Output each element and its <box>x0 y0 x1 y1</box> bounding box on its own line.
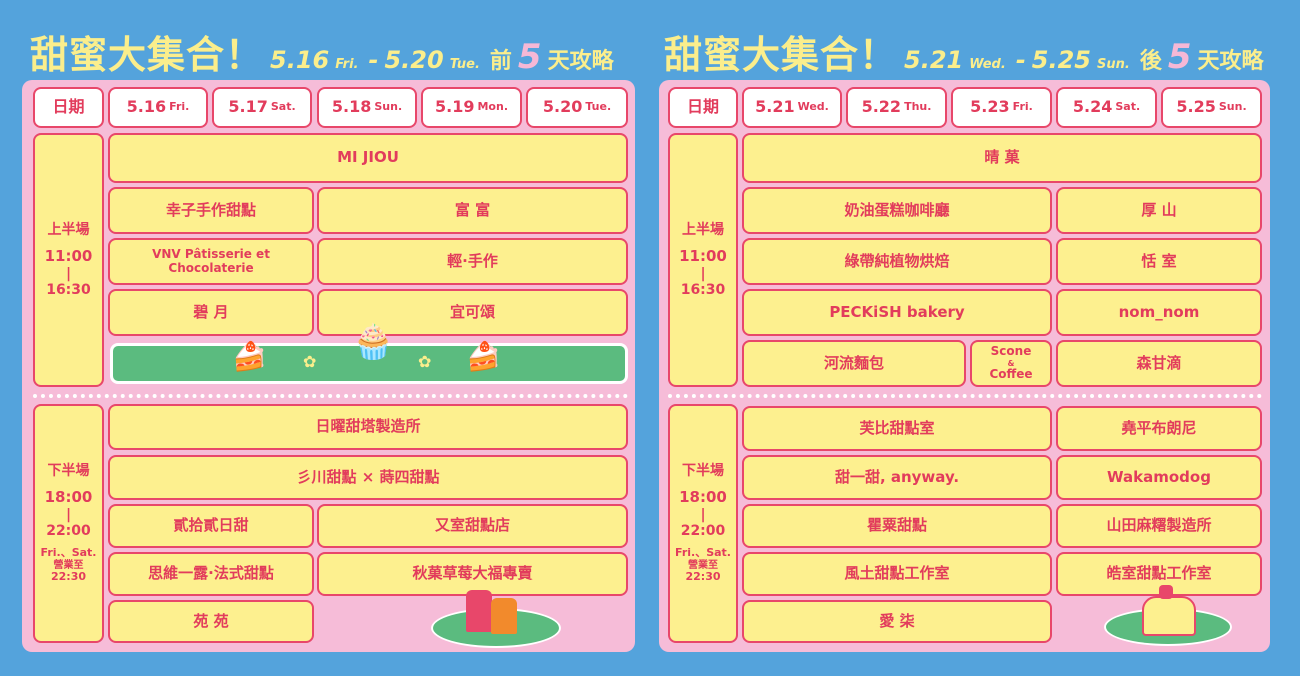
macaron-icon: 🍰 <box>232 340 267 373</box>
title-suffix: 天攻略 <box>1197 49 1264 74</box>
vendor-cell: PECKiSH bakery <box>742 289 1052 336</box>
vendor-cell: 貳拾貳日甜 <box>108 504 314 548</box>
vendor-cell: 又室甜點店 <box>317 504 628 548</box>
day-header: 5.22 Thu. <box>846 87 947 128</box>
flower-icon: ✿ <box>303 352 317 371</box>
day-header: 5.25 Sun. <box>1161 87 1262 128</box>
start-date: 5.21 <box>904 46 964 74</box>
cupcake-icon: 🧁 <box>352 322 395 362</box>
title-prefix: 後 <box>1139 49 1162 74</box>
title-suffix: 天攻略 <box>547 49 614 74</box>
start-day: Wed. <box>969 57 1006 72</box>
vendor-cell: Wakamodog <box>1056 455 1262 500</box>
vendor-cell: 輕·手作 <box>317 238 628 285</box>
vendor-cell: VNV Pâtisserie et Chocolaterie <box>108 238 314 285</box>
vendor-cell: 恬 室 <box>1056 238 1262 285</box>
day-header: 5.18 Sun. <box>317 87 417 128</box>
separator: - <box>1015 46 1026 74</box>
vendor-cell: 山田麻糬製造所 <box>1056 504 1262 548</box>
vendor-cell: nom_nom <box>1056 289 1262 336</box>
morning-session-label: 上半場 11:00 | 16:30 <box>33 133 104 387</box>
vendor-cell: 碧 月 <box>108 289 314 336</box>
session-divider <box>33 394 628 398</box>
start-day: Fri. <box>335 57 359 72</box>
evening-session-label: 下半場 18:00 | 22:00 Fri.、Sat. 營業至 22:30 <box>33 404 104 643</box>
day-header: 5.23 Fri. <box>951 87 1052 128</box>
bow-icon <box>1159 585 1173 599</box>
day-header: 5.20 Tue. <box>526 87 628 128</box>
day-header: 5.17 Sat. <box>212 87 312 128</box>
vendor-cell: 瞿粟甜點 <box>742 504 1052 548</box>
jelly-icon <box>466 590 492 632</box>
day-header: 5.21 Wed. <box>742 87 842 128</box>
morning-session-label: 上半場 11:00 | 16:30 <box>668 133 738 387</box>
vendor-cell: Scone & Coffee <box>970 340 1052 387</box>
vendor-cell: 富 富 <box>317 187 628 234</box>
vendor-cell: 愛 柒 <box>742 600 1052 643</box>
title-prefix: 前 <box>489 49 512 74</box>
separator: - <box>368 46 379 74</box>
end-date: 5.20 <box>384 46 444 74</box>
vendor-cell: MI JIOU <box>108 133 628 183</box>
jelly-icon <box>491 598 517 634</box>
day-header: 5.24 Sat. <box>1056 87 1157 128</box>
date-header-label: 日期 <box>33 87 104 128</box>
day-header: 5.16 Fri. <box>108 87 208 128</box>
vendor-cell: 幸子手作甜點 <box>108 187 314 234</box>
session-divider <box>668 394 1262 398</box>
end-day: Sun. <box>1097 57 1130 72</box>
evening-session-label: 下半場 18:00 | 22:00 Fri.、Sat. 營業至 22:30 <box>668 404 738 643</box>
vendor-cell: 厚 山 <box>1056 187 1262 234</box>
vendor-cell: 甜一甜, anyway. <box>742 455 1052 500</box>
date-header-label: 日期 <box>668 87 738 128</box>
macaron-icon: 🍰 <box>466 340 501 373</box>
day-header: 5.19 Mon. <box>421 87 522 128</box>
end-date: 5.25 <box>1031 46 1091 74</box>
title-main: 甜蜜大集合！ <box>30 33 265 77</box>
pudding-icon <box>1142 596 1196 636</box>
vendor-cell: 風土甜點工作室 <box>742 552 1052 596</box>
start-date: 5.16 <box>270 46 330 74</box>
vendor-cell: 堯平布朗尼 <box>1056 406 1262 451</box>
day-count: 5 <box>517 37 542 77</box>
vendor-cell: 綠帶純植物烘焙 <box>742 238 1052 285</box>
vendor-cell: 森甘滴 <box>1056 340 1262 387</box>
vendor-cell: 奶油蛋糕咖啡廳 <box>742 187 1052 234</box>
flower-icon: ✿ <box>418 352 432 371</box>
title-main: 甜蜜大集合！ <box>664 33 899 77</box>
day-count: 5 <box>1167 37 1192 77</box>
vendor-cell: 河流麵包 <box>742 340 966 387</box>
vendor-cell: 宜可頌 <box>317 289 628 336</box>
right-title: 甜蜜大集合！ 5.21 Wed. - 5.25 Sun. 後 5 天攻略 <box>664 24 1264 79</box>
vendor-cell: 苑 苑 <box>108 600 314 643</box>
decorative-dessert-bar <box>110 343 628 384</box>
vendor-cell: 日曜甜塔製造所 <box>108 404 628 450</box>
end-day: Tue. <box>449 57 480 72</box>
left-title: 甜蜜大集合！ 5.16 Fri. - 5.20 Tue. 前 5 天攻略 <box>30 24 614 79</box>
vendor-cell: 芙比甜點室 <box>742 406 1052 451</box>
vendor-cell: 晴 菓 <box>742 133 1262 183</box>
vendor-cell: 思維一露·法式甜點 <box>108 552 314 596</box>
vendor-cell: 彡川甜點 × 蒔四甜點 <box>108 455 628 500</box>
